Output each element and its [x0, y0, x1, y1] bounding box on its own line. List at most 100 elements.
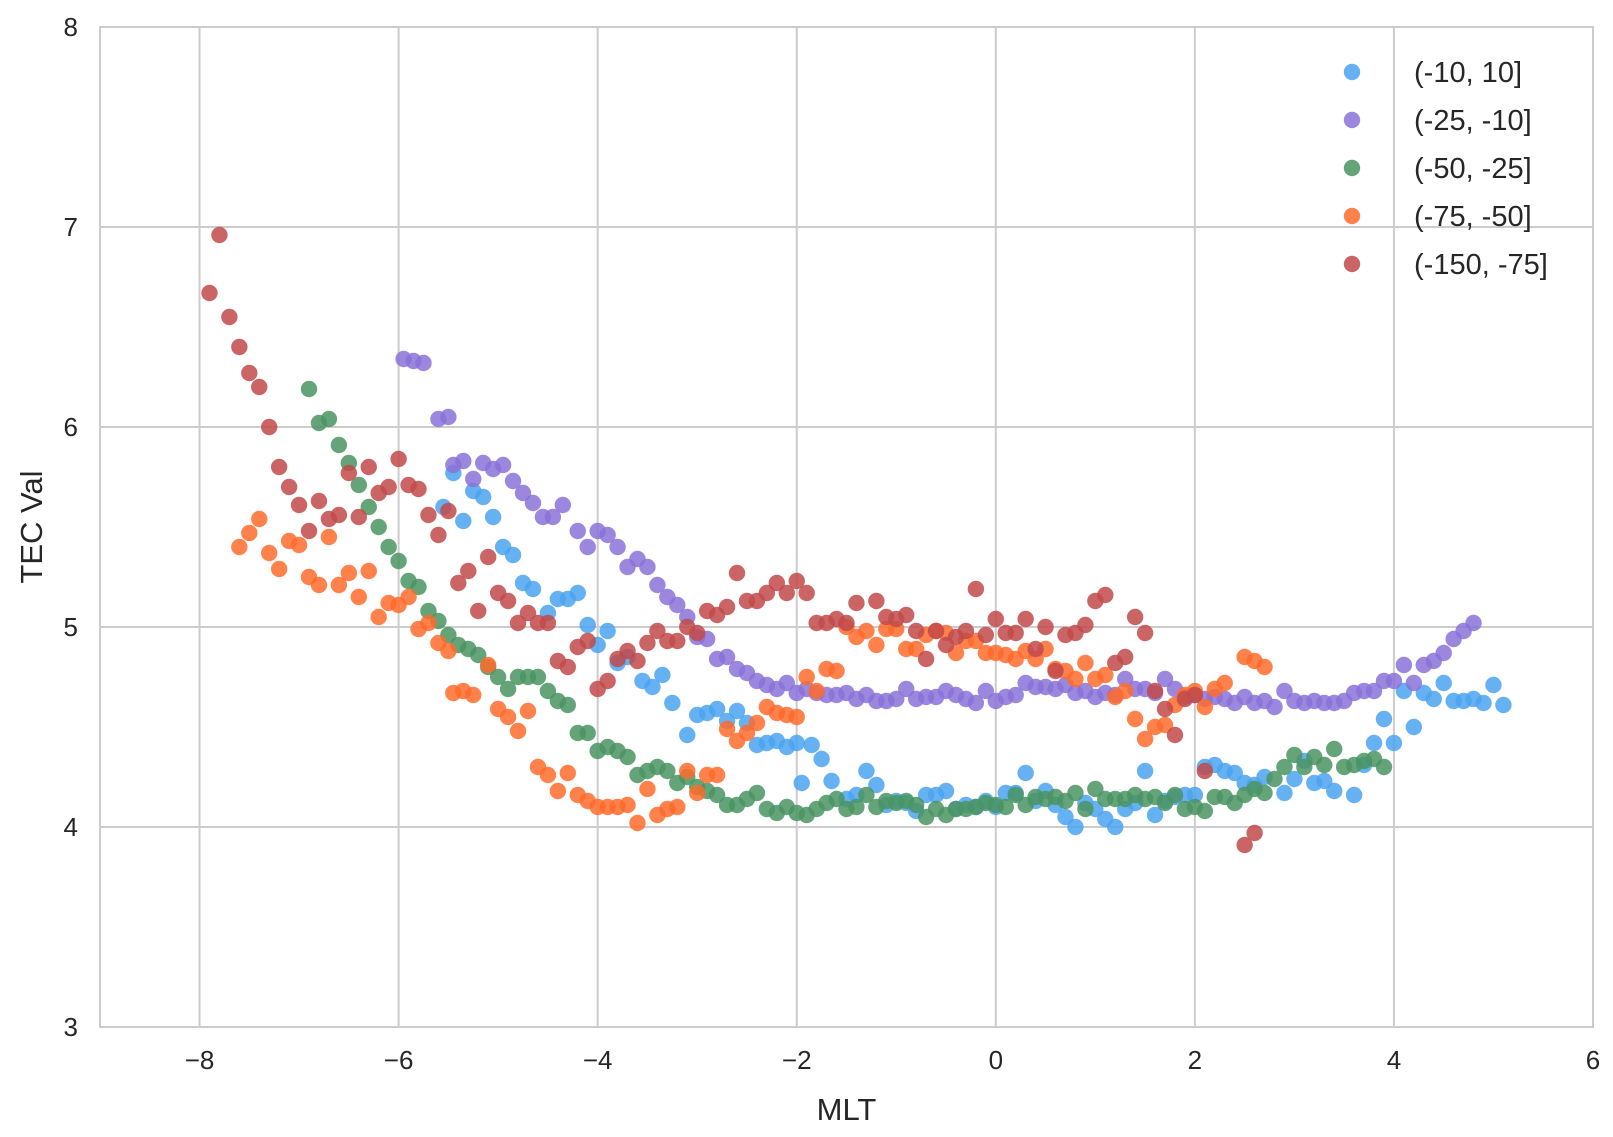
data-point: [559, 696, 577, 714]
data-point: [639, 634, 656, 652]
grid-lines: [100, 26, 1594, 1028]
y-tick-label: 3: [64, 1012, 78, 1042]
data-point: [350, 508, 367, 526]
data-point: [559, 658, 577, 676]
data-point: [300, 380, 318, 398]
data-point: [813, 750, 830, 768]
data-point: [465, 686, 482, 704]
data-point: [350, 476, 367, 494]
data-point: [1266, 698, 1283, 716]
data-point: [1425, 690, 1442, 708]
data-point: [310, 492, 328, 510]
data-point: [559, 764, 577, 782]
data-point: [261, 418, 278, 436]
legend-label: (-50, -25]: [1414, 153, 1532, 185]
data-point: [1116, 670, 1134, 688]
data-point: [649, 576, 666, 594]
data-point: [987, 610, 1004, 628]
data-point: [907, 796, 925, 814]
data-point: [360, 498, 377, 516]
data-point: [1276, 682, 1293, 700]
data-point: [290, 536, 308, 554]
data-point: [669, 798, 686, 816]
y-tick-label: 5: [64, 612, 78, 642]
data-point: [669, 596, 686, 614]
data-point: [231, 338, 248, 356]
data-point: [1276, 758, 1293, 776]
tick-labels: −8 −6 −4 −2 0 2 4 6 3 4 5 6 7 8: [64, 12, 1601, 1075]
data-point: [310, 576, 328, 594]
x-tick-label: 6: [1586, 1045, 1600, 1075]
data-point: [261, 544, 278, 562]
data-point: [868, 636, 885, 654]
data-point: [664, 694, 681, 712]
data-point: [728, 564, 746, 582]
data-point: [420, 614, 437, 632]
data-point: [241, 524, 258, 542]
data-point: [1007, 686, 1024, 704]
y-tick-label: 4: [64, 812, 78, 842]
data-point: [455, 512, 472, 530]
data-point: [1156, 700, 1174, 718]
data-point: [430, 526, 447, 544]
data-point: [524, 580, 542, 598]
data-point: [718, 648, 736, 666]
data-point: [470, 646, 487, 664]
data-point: [1326, 740, 1343, 758]
data-point: [1296, 758, 1313, 776]
data-point: [1136, 624, 1154, 642]
data-point: [1156, 716, 1174, 734]
data-point: [579, 616, 596, 634]
data-point: [823, 772, 840, 790]
data-point: [768, 574, 786, 592]
data-point: [1136, 730, 1154, 748]
data-point: [201, 284, 218, 302]
data-point: [221, 308, 238, 326]
data-point: [748, 714, 766, 732]
data-point: [1385, 672, 1403, 690]
legend-marker: [1343, 207, 1361, 225]
data-point: [360, 562, 377, 580]
data-point: [898, 606, 915, 624]
data-point: [639, 558, 656, 576]
data-point: [475, 488, 492, 506]
data-point: [450, 574, 467, 592]
data-point: [509, 614, 527, 632]
data-point: [300, 522, 318, 540]
data-point: [718, 720, 736, 738]
data-point: [1475, 694, 1492, 712]
legend-marker: [1343, 159, 1361, 177]
data-point: [1256, 658, 1273, 676]
data-point: [1047, 662, 1064, 680]
series-1: [395, 350, 1482, 716]
legend: (-10, 10] (-25, -10] (-50, -25] (-75, -50] (…: [1343, 57, 1548, 281]
legend-label: (-10, 10]: [1414, 57, 1522, 89]
data-point: [967, 694, 985, 712]
data-point: [1246, 824, 1263, 842]
data-point: [440, 408, 457, 426]
series-3: [231, 510, 1273, 832]
data-point: [728, 702, 746, 720]
data-point: [907, 622, 925, 640]
data-point: [639, 780, 656, 798]
data-point: [579, 538, 596, 556]
data-point: [400, 588, 417, 606]
data-point: [420, 506, 437, 524]
data-point: [1316, 772, 1333, 790]
data-point: [1136, 762, 1154, 780]
data-point: [1385, 734, 1403, 752]
data-point: [370, 518, 387, 536]
data-point: [569, 584, 586, 602]
data-point: [599, 672, 616, 690]
data-point: [1126, 710, 1144, 728]
data-point: [798, 584, 815, 602]
data-point: [967, 580, 985, 598]
data-point: [1116, 648, 1134, 666]
data-point: [340, 464, 358, 482]
data-point: [1216, 674, 1233, 692]
data-point: [679, 726, 696, 744]
data-point: [1017, 764, 1034, 782]
data-point: [524, 494, 542, 512]
data-point: [609, 538, 626, 556]
data-point: [251, 378, 268, 396]
